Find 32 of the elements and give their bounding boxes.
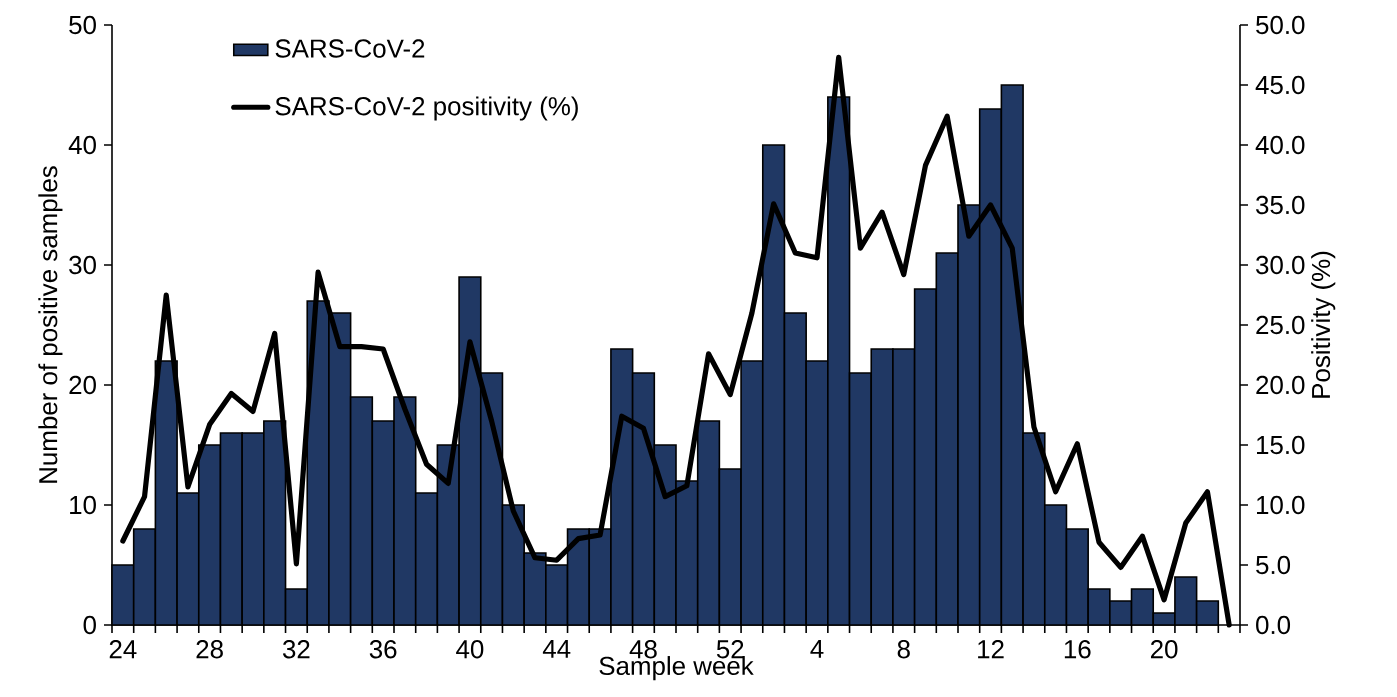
x-tick-label: 12 <box>978 640 1004 659</box>
x-tick-label: 40 <box>456 640 484 659</box>
y-axis-title: Number of positive samples <box>38 166 63 483</box>
y-tick-label: 50 <box>69 15 96 35</box>
y2-tick-label: 20.0 <box>1256 375 1305 395</box>
y-tick-label: 40 <box>68 135 96 155</box>
x-tick-label: 24 <box>109 640 137 659</box>
x-tick-label: 4 <box>810 640 824 658</box>
y2-tick-label: 15.0 <box>1257 435 1305 455</box>
y2-tick-label: 40.0 <box>1255 135 1305 155</box>
x-tick-label: 8 <box>897 640 910 659</box>
x-tick-label: 44 <box>542 640 571 658</box>
y-tick-label: 20 <box>69 375 96 395</box>
y2-tick-label: 50.0 <box>1256 15 1305 35</box>
y2-tick-label: 0.0 <box>1256 615 1291 635</box>
legend-label: SARS-CoV-2 <box>275 39 425 58</box>
y2-tick-label: 35.0 <box>1256 195 1305 215</box>
x-tick-label: 20 <box>1150 640 1178 659</box>
x-tick-label: 36 <box>369 640 397 659</box>
y-tick-label: 0 <box>83 615 96 635</box>
y2-axis-title: Positivity (%) <box>1311 251 1336 398</box>
y-tick-label: 30 <box>69 255 96 275</box>
x-tick-label: 32 <box>282 640 310 659</box>
y2-tick-label: 10.0 <box>1257 495 1305 515</box>
x-tick-label: 28 <box>196 640 223 659</box>
y2-tick-label: 30.0 <box>1256 255 1305 275</box>
legend-label: SARS-CoV-2 positivity (%) <box>275 96 578 121</box>
y2-tick-label: 25.0 <box>1256 315 1305 335</box>
y2-tick-label: 45.0 <box>1255 75 1305 95</box>
x-tick-label: 16 <box>1064 640 1091 659</box>
y2-tick-label: 5.0 <box>1256 555 1291 575</box>
y-tick-label: 10 <box>70 495 96 515</box>
